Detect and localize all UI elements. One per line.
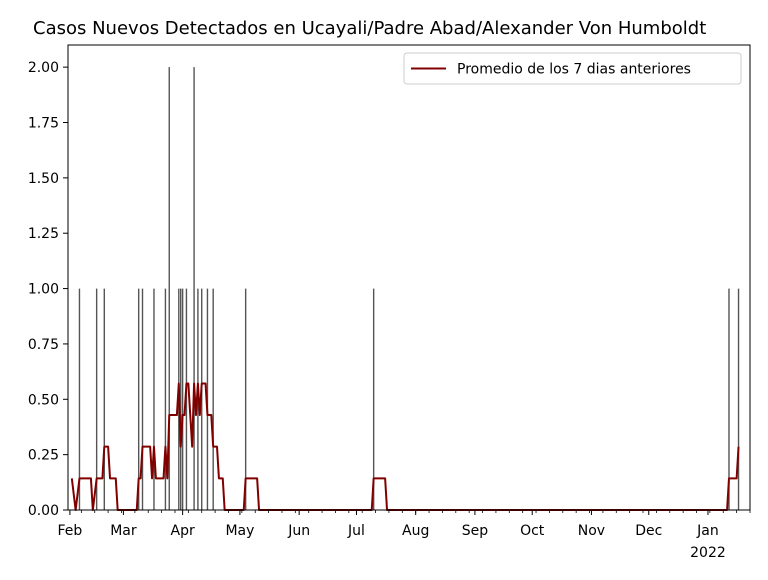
- y-tick-label: 1.25: [28, 226, 59, 242]
- line-layer: [70, 382, 740, 511]
- x-tick-label: Nov: [578, 523, 605, 539]
- legend-layer: Promedio de los 7 dias anteriores: [403, 52, 742, 85]
- y-tick-label: 0.25: [28, 448, 59, 464]
- plot-frame: [67, 44, 751, 511]
- average-line: [70, 382, 740, 511]
- y-tick-label: 0.00: [28, 503, 59, 519]
- x-tick-label: Jan: [696, 523, 719, 539]
- x-tick-label: Feb: [58, 523, 83, 539]
- x-tick-label: Oct: [520, 523, 545, 539]
- x-year-label: 2022: [690, 545, 726, 561]
- chart-title: Casos Nuevos Detectados en Ucayali/Padre…: [33, 18, 706, 39]
- y-tick-label: 0.75: [28, 337, 59, 353]
- x-tick-label: Mar: [110, 523, 137, 539]
- y-tick-label: 2.00: [28, 60, 59, 76]
- x-tick-label: Aug: [402, 523, 429, 539]
- legend-box: [403, 52, 742, 85]
- axes-layer: 0.00 0.25 0.50 0.75 1.00 1.25 1.50 1.75 2.00 Feb M…: [28, 44, 751, 561]
- y-tick-label: 1.50: [28, 171, 59, 187]
- x-tick-label: Jun: [287, 523, 310, 539]
- x-tick-label: Jul: [347, 523, 365, 539]
- x-tick-label: May: [225, 523, 254, 539]
- x-tick-label: Apr: [171, 523, 195, 539]
- x-tick-label: Dec: [635, 523, 662, 539]
- y-tick-label: 0.50: [28, 392, 59, 408]
- x-tick-label: Sep: [462, 523, 489, 539]
- y-tick-label: 1.00: [28, 282, 59, 298]
- legend-label: Promedio de los 7 dias anteriores: [457, 62, 691, 78]
- y-tick-label: 1.75: [28, 116, 59, 132]
